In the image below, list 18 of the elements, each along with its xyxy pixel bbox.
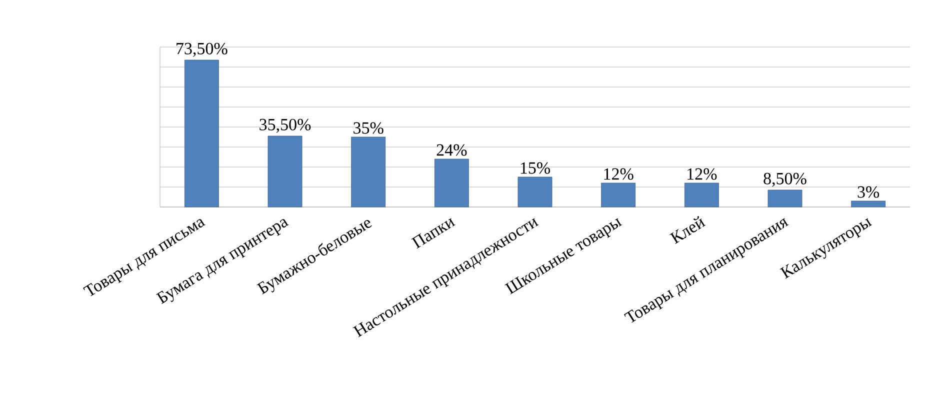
- data-label: 24%: [436, 144, 467, 156]
- data-label: 35%: [354, 122, 384, 134]
- bar: [768, 190, 802, 208]
- bar: [518, 176, 552, 208]
- data-label: 12%: [604, 168, 634, 180]
- bar: [184, 60, 219, 208]
- data-label: 15%: [520, 162, 550, 174]
- bar: [601, 182, 636, 208]
- data-label: 8,50%: [764, 172, 806, 187]
- data-label: 73,50%: [176, 42, 228, 57]
- bar: [351, 136, 386, 208]
- bar: [684, 182, 719, 208]
- bar: [268, 136, 302, 208]
- data-label: 12%: [688, 168, 717, 180]
- data-label: 35,50%: [260, 118, 311, 133]
- data-label: 3%: [858, 186, 880, 198]
- bar: [851, 200, 886, 208]
- bar: [434, 158, 469, 208]
